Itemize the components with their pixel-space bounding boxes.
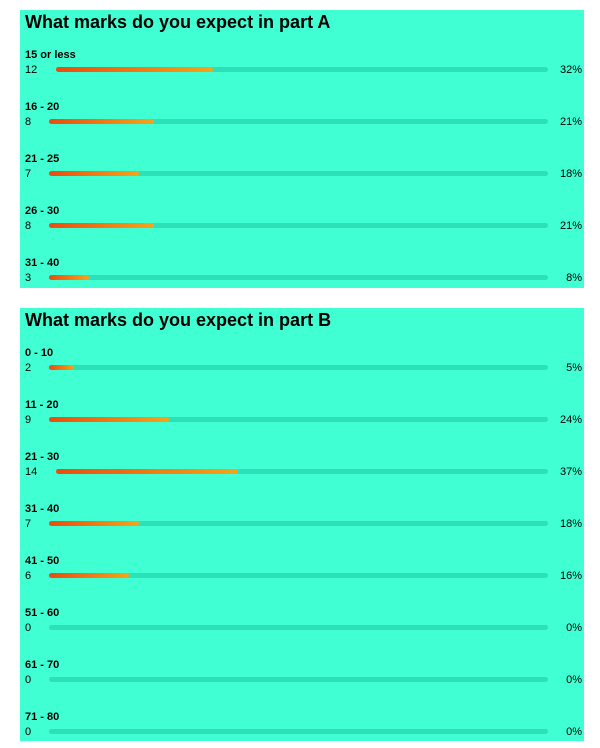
- category-label: 11 - 20: [25, 399, 59, 411]
- percent-label: 0%: [566, 726, 582, 738]
- category-label: 26 - 30: [25, 205, 60, 217]
- response-count: 3: [25, 272, 32, 284]
- bar-row: 11 - 20 9 24%: [20, 398, 584, 434]
- chart-panel-part-a: What marks do you expect in part A 15 or…: [20, 10, 584, 288]
- response-count: 14: [25, 466, 38, 478]
- bar-track: [56, 67, 548, 72]
- bar-row: 61 - 70 0 0%: [20, 658, 584, 694]
- bar-fill: [49, 365, 74, 370]
- bar-track: [49, 171, 548, 176]
- bar-fill: [49, 275, 89, 280]
- bar-track: [49, 275, 548, 280]
- percent-label: 16%: [559, 570, 582, 582]
- percent-label: 37%: [559, 466, 582, 478]
- response-count: 8: [25, 220, 32, 232]
- response-count: 12: [25, 64, 38, 76]
- category-label: 21 - 30: [25, 451, 60, 463]
- chart-title: What marks do you expect in part A: [25, 12, 331, 32]
- response-count: 6: [25, 570, 32, 582]
- bar-row: 26 - 30 8 21%: [20, 204, 584, 240]
- bar-fill: [49, 171, 139, 176]
- category-label: 51 - 60: [25, 607, 60, 619]
- category-label: 71 - 80: [25, 711, 60, 723]
- category-label: 31 - 40: [25, 503, 60, 515]
- percent-label: 0%: [566, 622, 582, 634]
- category-label: 41 - 50: [25, 555, 60, 567]
- bar-fill: [49, 417, 169, 422]
- category-label: 21 - 25: [25, 153, 60, 165]
- bar-fill: [56, 469, 239, 474]
- bar-track: [49, 417, 548, 422]
- response-count: 7: [25, 518, 32, 530]
- percent-label: 21%: [559, 220, 582, 232]
- response-count: 0: [25, 622, 32, 634]
- bar-track: [49, 729, 548, 734]
- bar-row: 51 - 60 0 0%: [20, 606, 584, 642]
- category-label: 0 - 10: [25, 347, 54, 359]
- bar-track: [49, 119, 548, 124]
- bar-track: [56, 469, 548, 474]
- chart-panel-part-b: What marks do you expect in part B 0 - 1…: [20, 308, 584, 741]
- response-count: 9: [25, 414, 32, 426]
- bar-fill: [49, 573, 129, 578]
- bar-row: 31 - 40 3 8%: [20, 256, 584, 292]
- percent-label: 8%: [566, 272, 582, 284]
- category-label: 31 - 40: [25, 257, 60, 269]
- bar-row: 21 - 25 7 18%: [20, 152, 584, 188]
- percent-label: 24%: [559, 414, 582, 426]
- response-count: 7: [25, 168, 32, 180]
- response-count: 8: [25, 116, 32, 128]
- bar-track: [49, 365, 548, 370]
- bar-row: 16 - 20 8 21%: [20, 100, 584, 136]
- response-count: 0: [25, 674, 32, 686]
- bar-track: [49, 223, 548, 228]
- category-label: 61 - 70: [25, 659, 60, 671]
- bar-row: 15 or less 12 32%: [20, 48, 584, 84]
- bar-track: [49, 625, 548, 630]
- response-count: 0: [25, 726, 32, 738]
- category-label: 16 - 20: [25, 101, 60, 113]
- bar-track: [49, 573, 548, 578]
- percent-label: 5%: [566, 362, 582, 374]
- percent-label: 18%: [559, 518, 582, 530]
- bar-fill: [56, 67, 214, 72]
- bar-fill: [49, 119, 154, 124]
- bar-fill: [49, 223, 154, 228]
- bar-row: 21 - 30 14 37%: [20, 450, 584, 486]
- bar-track: [49, 677, 548, 682]
- bar-row: 71 - 80 0 0%: [20, 710, 584, 746]
- bar-row: 31 - 40 7 18%: [20, 502, 584, 538]
- bar-track: [49, 521, 548, 526]
- category-label: 15 or less: [25, 49, 76, 61]
- percent-label: 32%: [559, 64, 582, 76]
- response-count: 2: [25, 362, 32, 374]
- percent-label: 18%: [559, 168, 582, 180]
- bar-fill: [49, 521, 139, 526]
- bar-row: 41 - 50 6 16%: [20, 554, 584, 590]
- bar-row: 0 - 10 2 5%: [20, 346, 584, 382]
- percent-label: 0%: [566, 674, 582, 686]
- chart-title: What marks do you expect in part B: [25, 310, 332, 330]
- percent-label: 21%: [559, 116, 582, 128]
